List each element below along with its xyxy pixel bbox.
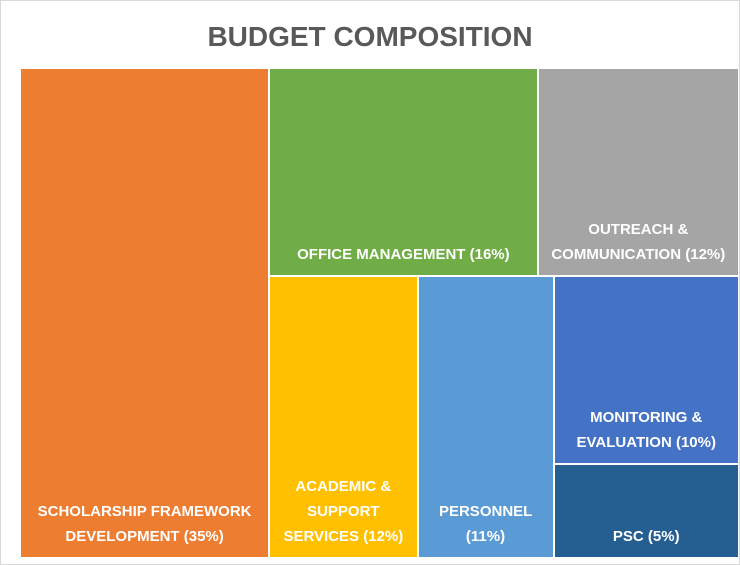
treemap-cell: PSC (5%) (553, 463, 739, 558)
value-label: (12%) (363, 527, 404, 545)
value-label: (10%) (675, 433, 716, 451)
cell-label: MONITORING & EVALUATION (10%) (555, 405, 738, 463)
value-label: (35%) (183, 528, 224, 545)
cell-label: SCHOLARSHIP FRAMEWORK DEVELOPMENT (35%) (21, 499, 268, 557)
category-label: PERSONNEL (438, 502, 533, 520)
chart-title: BUDGET COMPOSITION (207, 21, 533, 52)
category-label: OFFICE MANAGEMENT (297, 245, 466, 263)
treemap-cell: OUTREACH & COMMUNICATION (12%) (537, 68, 739, 276)
category-label: OUTREACH & COMMUNICATION (551, 220, 689, 263)
cell-label: OUTREACH & COMMUNICATION (12%) (539, 217, 738, 275)
treemap-cell: MONITORING & EVALUATION (10%) (553, 275, 739, 464)
treemap-cell: PERSONNEL (11%) (417, 275, 554, 558)
cell-label: ACADEMIC & SUPPORT SERVICES (12%) (270, 474, 416, 557)
category-label: MONITORING & EVALUATION (576, 408, 703, 451)
cell-label: PSC (5%) (603, 524, 690, 557)
value-label: (5%) (647, 527, 680, 545)
treemap-cell: OFFICE MANAGEMENT (16%) (269, 68, 538, 276)
category-label: ACADEMIC & SUPPORT SERVICES (283, 477, 392, 545)
value-label: (11%) (465, 527, 506, 545)
plot-area: SCHOLARSHIP FRAMEWORK DEVELOPMENT (35%) O… (20, 68, 739, 558)
cell-label: OFFICE MANAGEMENT (16%) (287, 242, 520, 275)
category-label: PSC (612, 527, 644, 545)
treemap-cell: SCHOLARSHIP FRAMEWORK DEVELOPMENT (35%) (20, 68, 270, 558)
category-label: SCHOLARSHIP FRAMEWORK DEVELOPMENT (37, 503, 252, 545)
value-label: (16%) (469, 245, 510, 263)
value-label: (12%) (685, 245, 726, 263)
cell-label: PERSONNEL (11%) (419, 499, 553, 557)
treemap-cell: ACADEMIC & SUPPORT SERVICES (12%) (269, 275, 418, 558)
